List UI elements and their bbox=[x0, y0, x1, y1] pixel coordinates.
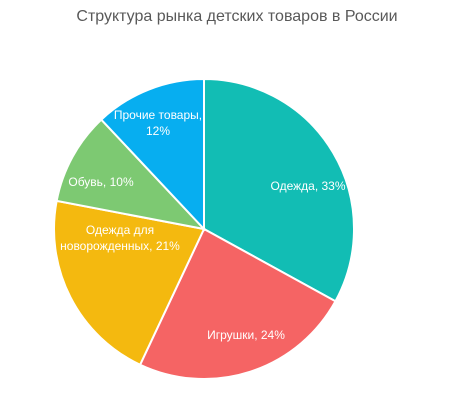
slice-label-2: Игрушки, 24% bbox=[207, 328, 285, 342]
slice-label-line: Прочие товары, bbox=[114, 108, 202, 122]
slice-label-1: Одежда, 33% bbox=[271, 179, 346, 193]
pie-slice-1 bbox=[203, 77, 355, 303]
slice-label-3: Одежда для новорожденных, 21% bbox=[60, 223, 180, 253]
pie-slice-5 bbox=[99, 77, 205, 232]
slice-label-line: Одежда для bbox=[86, 223, 154, 237]
slice-label-line: новорожденных, 21% bbox=[60, 239, 180, 253]
slice-label-line: 12% bbox=[146, 124, 170, 138]
pie-slice-2 bbox=[138, 227, 337, 380]
chart-title: Структура рынка детских товаров в России bbox=[76, 8, 398, 25]
slice-label-4: Обувь, 10% bbox=[68, 175, 134, 189]
slice-label-5: Прочие товары, 12% bbox=[114, 108, 202, 138]
slice-label-line: Игрушки, 24% bbox=[207, 328, 285, 342]
slice-label-line: Обувь, 10% bbox=[68, 175, 134, 189]
pie-slice-4 bbox=[55, 118, 207, 231]
pie-slice-3 bbox=[53, 199, 206, 367]
slice-label-line: Одежда, 33% bbox=[271, 179, 346, 193]
